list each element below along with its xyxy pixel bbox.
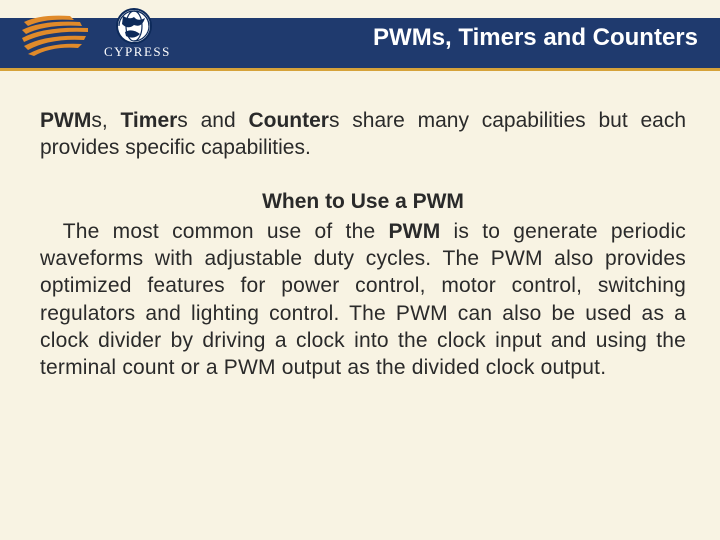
body-paragraph: The most common use of the PWM is to gen… — [40, 218, 686, 382]
intro-bold-counter: Counter — [248, 109, 329, 132]
content-area: PWMs, Timers and Counters share many cap… — [40, 108, 686, 382]
brand-text: CYPRESS — [104, 44, 171, 59]
brand-logo: CYPRESS — [22, 8, 202, 72]
body-text-2: is to generate periodic waveforms with a… — [40, 220, 686, 379]
intro-bold-pwm: PWM — [40, 109, 91, 132]
globe-icon — [117, 9, 151, 43]
intro-text-2: s and — [177, 109, 248, 132]
slide: PWMs, Timers and Counters CYPRESS — [0, 0, 720, 540]
subheading: When to Use a PWM — [40, 190, 686, 214]
slide-title: PWMs, Timers and Counters — [373, 24, 698, 52]
body-bold-pwm: PWM — [388, 220, 440, 243]
intro-bold-timer: Timer — [120, 109, 177, 132]
intro-text-1: s, — [91, 109, 120, 132]
cypress-logo-svg: CYPRESS — [22, 8, 202, 72]
intro-paragraph: PWMs, Timers and Counters share many cap… — [40, 108, 686, 162]
body-text-1: The most common use of the — [50, 220, 388, 243]
stripes-icon — [22, 16, 88, 56]
